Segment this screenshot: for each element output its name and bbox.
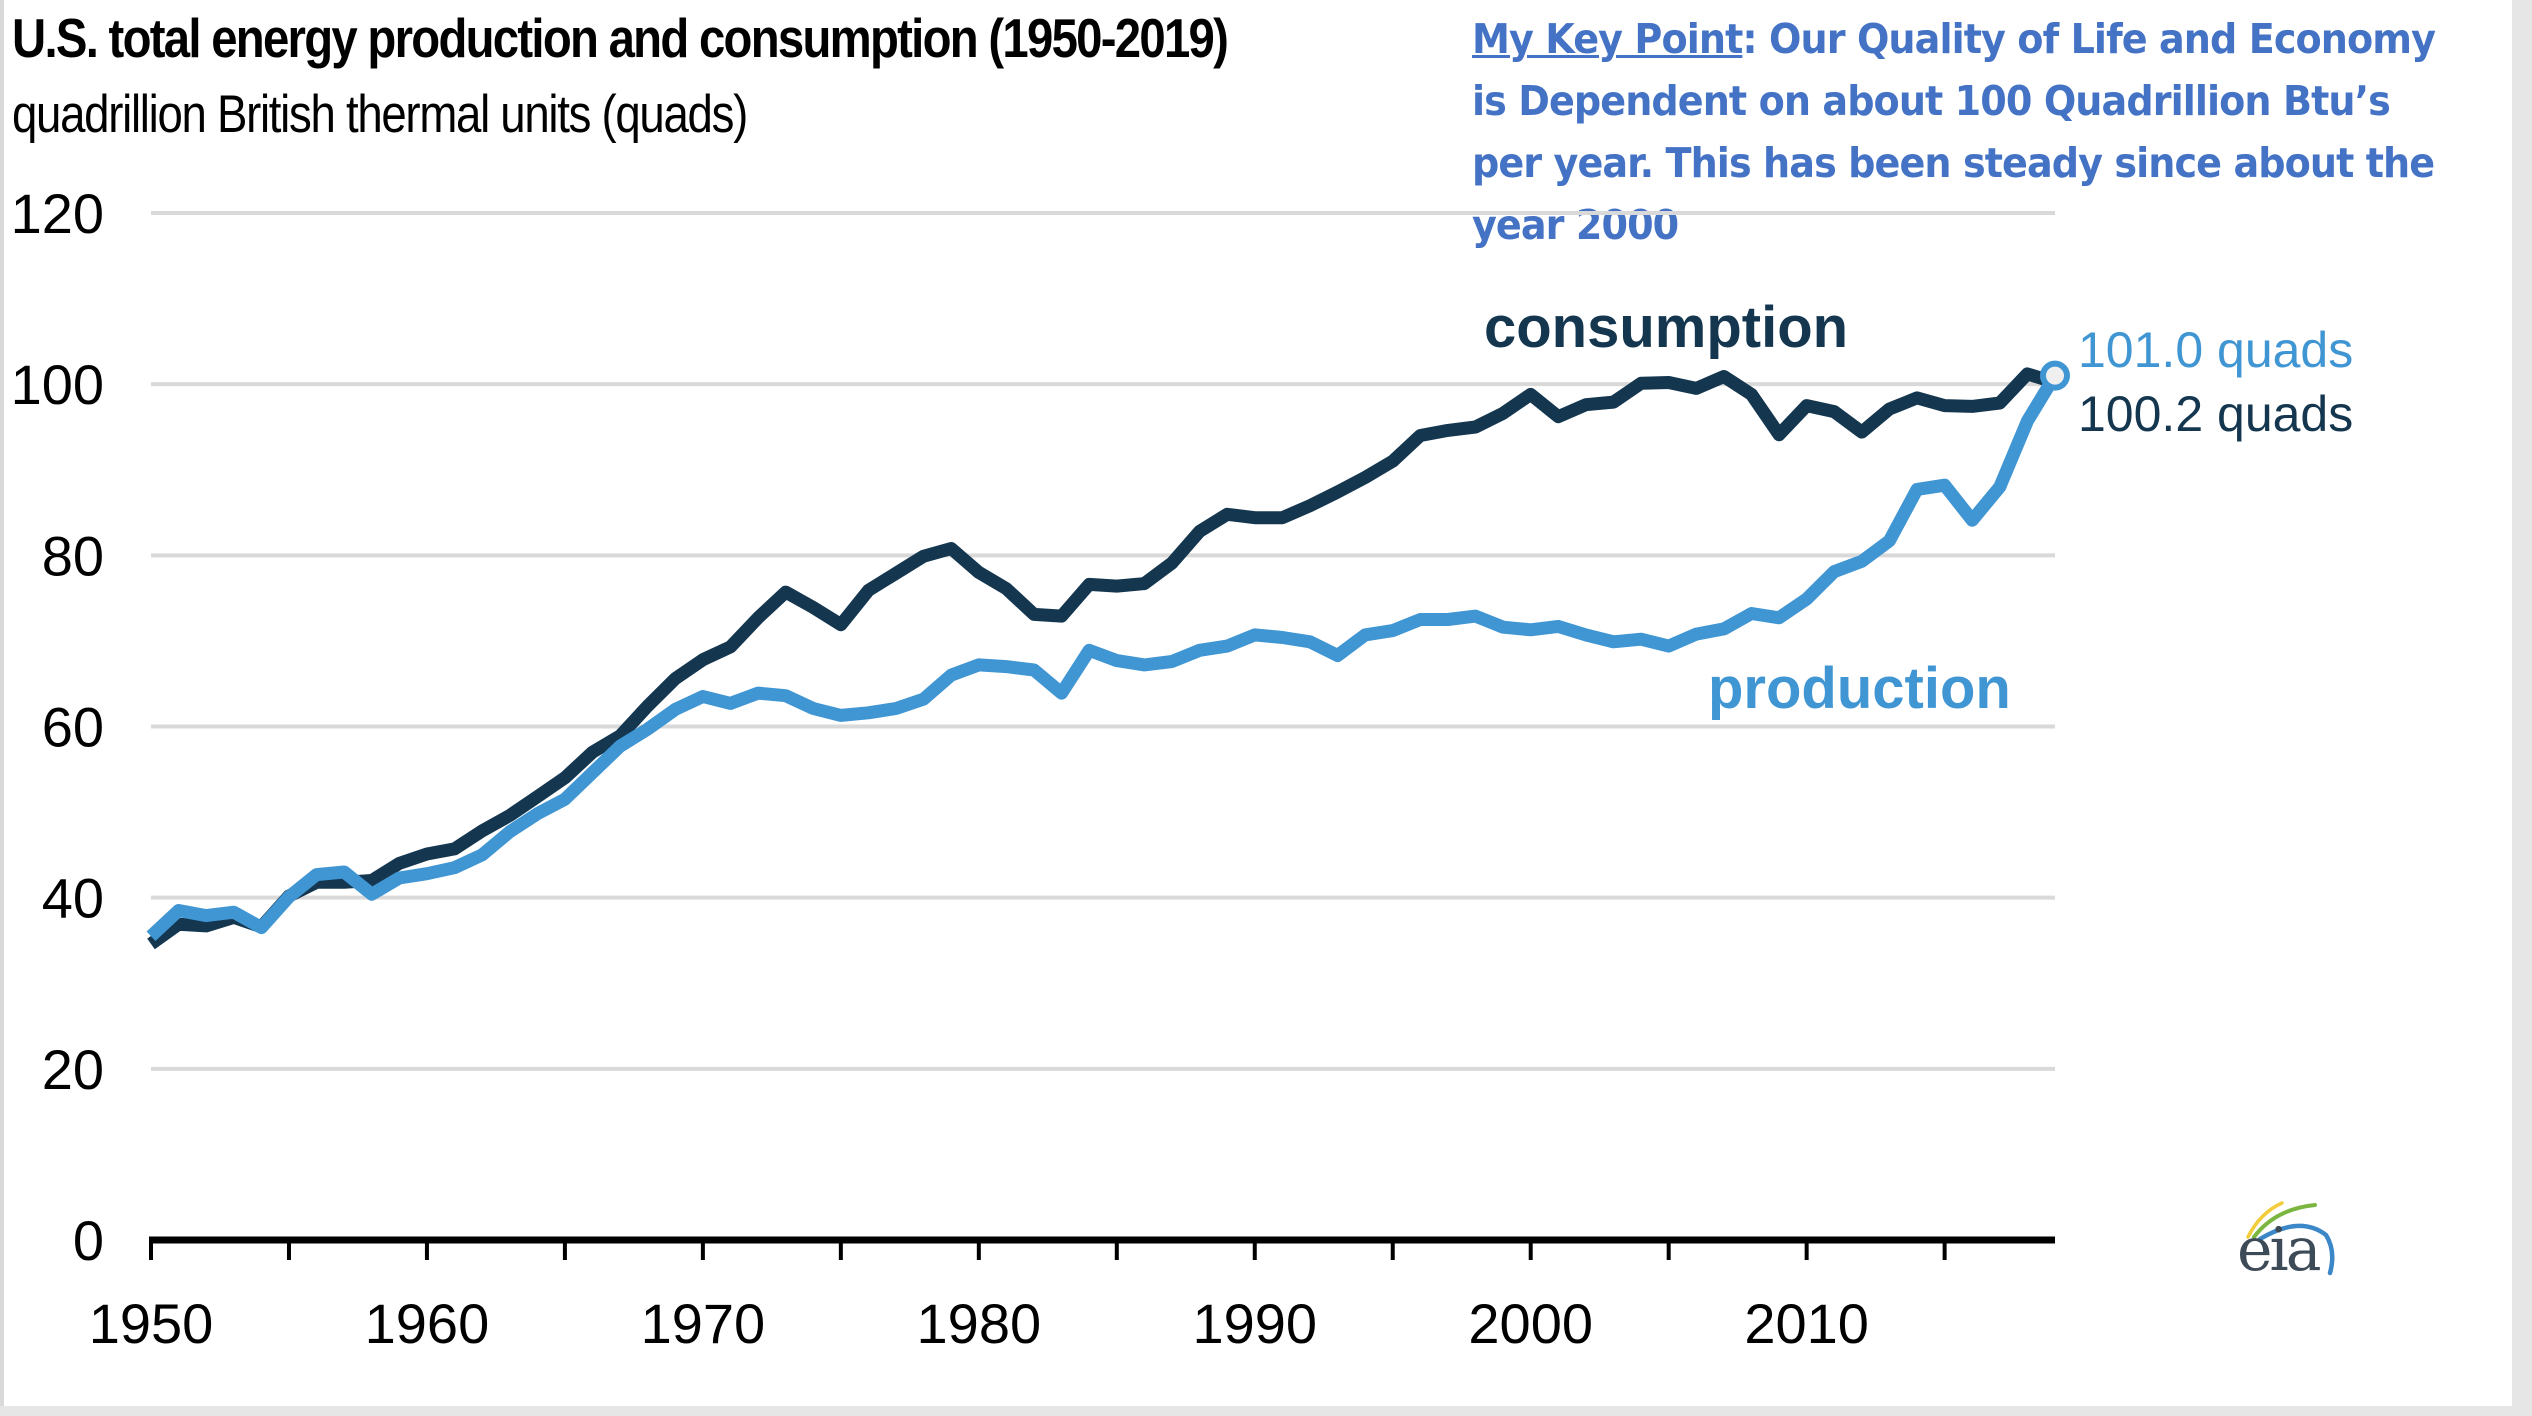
x-tick-label: 2010 xyxy=(1744,1292,1869,1355)
eia-logo-icon xyxy=(2246,1201,2335,1276)
series-lines xyxy=(146,367,2061,950)
y-tick-label: 40 xyxy=(42,867,104,930)
chart-title: U.S. total energy production and consump… xyxy=(12,7,1229,69)
consumption-line xyxy=(147,367,2057,950)
key-point-note: My Key Point: Our Quality of Life and Ec… xyxy=(1472,8,2439,256)
y-tick-label: 100 xyxy=(11,353,104,416)
chart-subtitle: quadrillion British thermal units (quads… xyxy=(12,85,748,144)
gridlines xyxy=(151,211,2055,1071)
key-point-text: : Our Quality of Life and Economy is Dep… xyxy=(1472,15,2436,249)
y-tick-label: 120 xyxy=(11,182,104,245)
production-series-label: production xyxy=(1708,656,2011,721)
key-point-heading: My Key Point xyxy=(1472,15,1743,63)
x-tick-label: 1990 xyxy=(1192,1292,1317,1355)
y-axis-ticks: 0 20 40 60 80 100 120 xyxy=(11,182,104,1272)
consumption-series-label: consumption xyxy=(1484,295,1848,360)
production-line xyxy=(146,372,2061,941)
x-axis-ticks: 1950 1960 1970 1980 1990 2000 2010 xyxy=(89,1240,1947,1355)
x-tick-label: 1970 xyxy=(641,1292,766,1355)
x-tick-label: 2000 xyxy=(1468,1292,1593,1355)
eia-logo-text: eia xyxy=(2237,1215,2321,1285)
x-tick-label: 1980 xyxy=(917,1292,1042,1355)
y-tick-label: 60 xyxy=(42,696,104,759)
production-end-marker xyxy=(2040,360,2070,391)
x-tick-label: 1960 xyxy=(365,1292,490,1355)
y-tick-label: 20 xyxy=(42,1038,104,1101)
x-tick-label: 1950 xyxy=(89,1292,214,1355)
data-points xyxy=(2040,360,2070,391)
production-end-label: 101.0 quads xyxy=(2078,322,2353,378)
y-tick-label: 80 xyxy=(42,524,104,587)
y-tick-label: 0 xyxy=(73,1209,104,1272)
consumption-end-label: 100.2 quads xyxy=(2078,386,2353,442)
